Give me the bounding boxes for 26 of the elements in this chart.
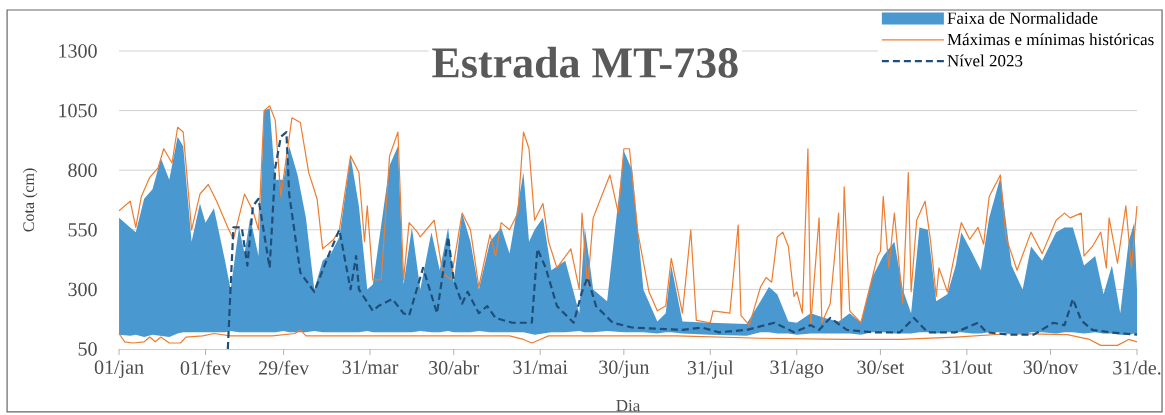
x-tick-label: 31/out (942, 360, 993, 374)
x-tick-label: 01/jan (94, 360, 144, 379)
x-axis-title: Dia (616, 399, 641, 412)
legend-label: Máximas e mínimas históricas (947, 33, 1154, 46)
chart-title: Estrada MT-738 (432, 46, 738, 78)
x-tick-label: 31/jul (687, 360, 734, 379)
x-tick-label: 31/de. (1113, 360, 1161, 375)
y-tick-label: 1300 (59, 44, 97, 58)
x-tick-label: 30/jun (599, 360, 650, 379)
legend-label: Faixa de Normalidade (947, 11, 1098, 24)
line-series (226, 130, 1139, 351)
x-tick-label: 31/ago (770, 360, 824, 379)
x-tick-label: 31/mar (342, 360, 399, 374)
x-tick-label: 01/fev (180, 360, 232, 375)
x-tick-label: 30/abr (429, 360, 480, 375)
x-tick-label: 30/nov (1023, 360, 1079, 375)
y-axis-title: Cota (cm) (22, 168, 38, 232)
y-tick-label: 1050 (59, 103, 97, 118)
y-tick-label: 300 (68, 282, 97, 297)
legend-label: Nível 2023 (947, 54, 1023, 67)
x-tick-label: 30/set (857, 360, 905, 375)
x-tick-label: 31/mai (513, 360, 568, 374)
x-tick-label: 29/fev (258, 360, 310, 375)
y-tick-label: 50 (78, 342, 97, 356)
y-tick-label: 800 (68, 163, 97, 177)
y-tick-label: 550 (68, 223, 97, 237)
